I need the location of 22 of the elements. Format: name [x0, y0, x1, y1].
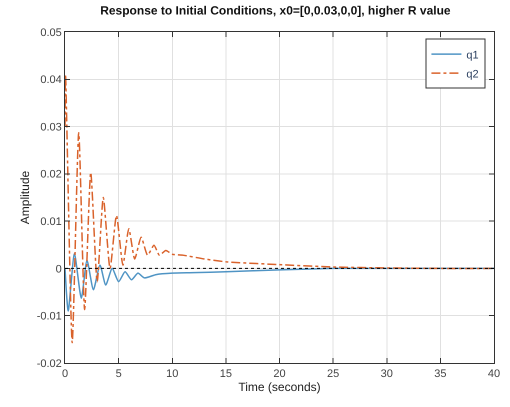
legend-label: q1: [466, 49, 479, 62]
x-tick-label: 10: [166, 368, 178, 380]
y-tick-label: 0.03: [40, 121, 62, 134]
x-tick-label: 15: [220, 368, 232, 380]
x-tick-label: 5: [116, 368, 122, 380]
x-tick-label: 35: [434, 368, 447, 380]
y-tick-label: 0.02: [40, 168, 62, 181]
x-tick-label: 40: [488, 368, 500, 380]
y-tick-label: -0.02: [36, 358, 62, 370]
x-tick-label: 25: [327, 368, 340, 380]
x-tick-label: 20: [273, 368, 286, 380]
y-axis-title: Amplitude: [18, 170, 32, 224]
legend-label: q2: [466, 68, 479, 80]
line-series: [65, 253, 494, 312]
y-tick-label: -0.01: [36, 310, 62, 323]
chart-title: Response to Initial Conditions, x0=[0,0.03,0,0], higher R value: [100, 4, 451, 18]
y-tick-label: 0.04: [40, 74, 62, 86]
x-tick-label: 30: [380, 368, 393, 380]
y-tick-label: 0.01: [40, 216, 62, 228]
y-tick-label: 0.05: [40, 26, 62, 39]
x-axis-title: Time (seconds): [238, 380, 321, 394]
y-tick-label: 0: [56, 263, 62, 276]
